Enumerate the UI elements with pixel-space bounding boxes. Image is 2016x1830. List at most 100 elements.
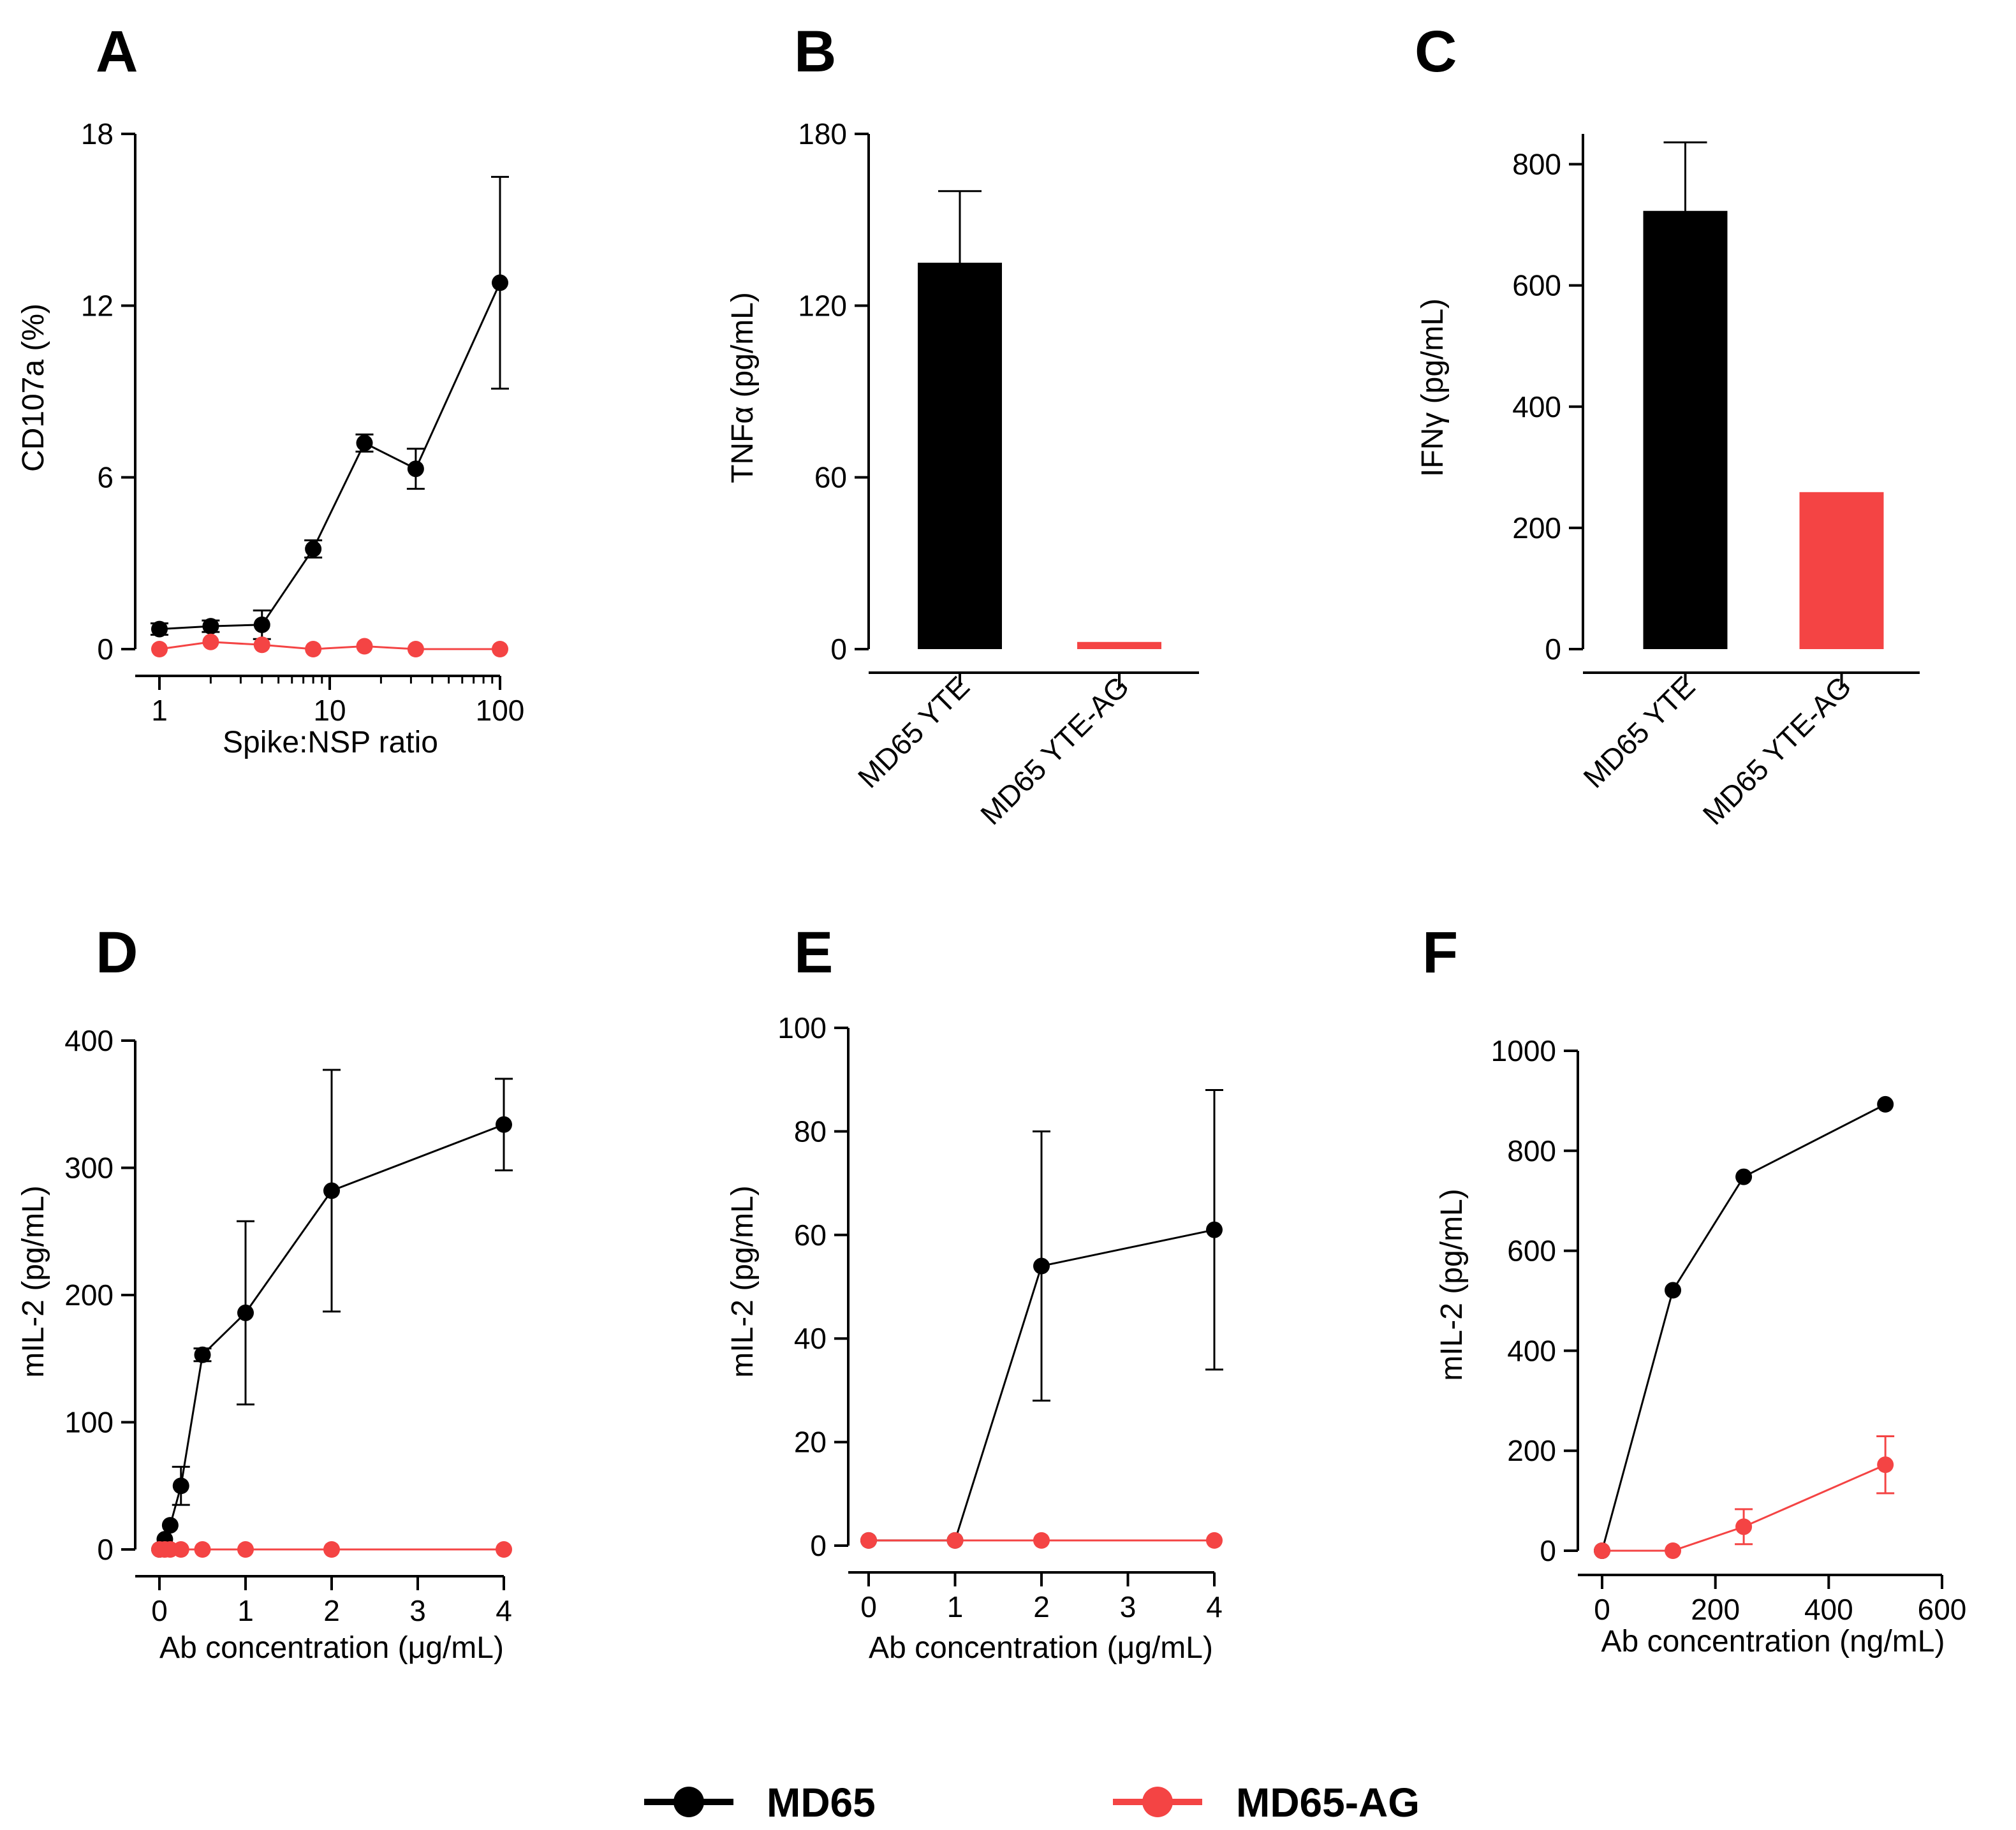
panel-D-xlabel: Ab concentration (μg/mL): [159, 1631, 504, 1665]
legend: MD65 MD65-AG: [644, 1780, 1420, 1826]
panel-B-ylabel: TNFα (pg/mL): [726, 292, 760, 483]
panel-C-ytick-label: 200: [1512, 511, 1561, 545]
panel-F-data-point: [1877, 1456, 1894, 1474]
panel-B-category-label: MD65 YTE-AG: [974, 670, 1135, 831]
panel-E-ytick-label: 100: [777, 1011, 827, 1044]
panel-F-xlabel: Ab concentration (ng/mL): [1601, 1625, 1945, 1658]
panel-E-xtick-label: 3: [1120, 1590, 1137, 1623]
panel-F: F 0 200 400 600 800 1000 0 200 400 600 Ab concent…: [1422, 920, 1966, 1658]
panel-A-data-point: [492, 641, 508, 657]
panel-D-ylabel: mIL-2 (pg/mL): [17, 1185, 50, 1377]
panel-D-ytick-label: 300: [64, 1152, 114, 1185]
panel-F-data-point: [1735, 1168, 1753, 1185]
panel-D-ytick-label: 0: [97, 1533, 114, 1566]
legend-marker-md65-ag: [1142, 1787, 1173, 1817]
panel-D-xtick-label: 4: [496, 1594, 512, 1627]
panel-D-xtick-label: 0: [151, 1594, 168, 1627]
panel-E-xtick-label: 1: [947, 1590, 964, 1623]
panel-A-series-line: [159, 282, 501, 631]
legend-item-md65: MD65: [644, 1780, 876, 1826]
panel-E-ytick-label: 80: [794, 1115, 827, 1148]
panel-C-category-label: MD65 YTE-AG: [1696, 670, 1857, 831]
panel-E-ytick-label: 0: [810, 1529, 827, 1562]
panel-C-letter: C: [1415, 19, 1457, 84]
panel-B-category-label: MD65 YTE: [851, 670, 976, 794]
panel-F-series-line: [1602, 1463, 1886, 1552]
panel-A-data-point: [407, 460, 424, 478]
panel-A-xtick-label: 10: [313, 694, 346, 727]
panel-D: D 0 100 200 300 400 0 1 2 3 4 Ab concentration (μ…: [17, 920, 513, 1665]
panel-A-ytick-label: 18: [81, 117, 114, 150]
panel-D-data-point: [323, 1541, 340, 1558]
panel-F-data-point: [1877, 1095, 1894, 1113]
panel-A-data-point: [356, 434, 373, 451]
panel-C-ytick-label: 800: [1512, 148, 1561, 181]
panel-C-ylabel: IFNγ (pg/mL): [1416, 298, 1450, 477]
panel-D-data-point: [172, 1541, 189, 1558]
panel-A-xtick-label: 1: [151, 694, 168, 727]
panel-E-data-point: [1206, 1221, 1223, 1238]
panel-E-ylabel: mIL-2 (pg/mL): [726, 1185, 760, 1377]
panel-A-data-point: [202, 633, 219, 650]
panel-A-data-point: [253, 616, 270, 633]
panel-D-data-point: [194, 1541, 211, 1558]
legend-item-md65-ag: MD65-AG: [1113, 1780, 1420, 1826]
panel-A-data-point: [253, 636, 270, 654]
panel-A-ytick-label: 0: [97, 633, 114, 666]
panel-B-ytick-label: 120: [798, 289, 847, 322]
panel-E-data-point: [1206, 1532, 1223, 1549]
panel-E-data-point: [1033, 1532, 1050, 1549]
panel-D-data-point: [161, 1517, 179, 1534]
panel-F-ytick-label: 200: [1507, 1434, 1556, 1467]
panel-C-ytick-label: 600: [1512, 269, 1561, 302]
panel-E-data-point: [946, 1532, 964, 1549]
panel-F-data-point: [1665, 1282, 1682, 1299]
panel-E-xtick-label: 2: [1033, 1590, 1050, 1623]
panel-F-ylabel: mIL-2 (pg/mL): [1435, 1189, 1469, 1380]
panel-A-data-point: [305, 540, 322, 557]
panel-E-xtick-label: 0: [860, 1590, 877, 1623]
panel-F-series-line: [1601, 1103, 1886, 1551]
panel-D-ytick-label: 200: [64, 1278, 114, 1312]
panel-B-ytick-label: 60: [814, 461, 847, 494]
panel-D-ytick-label: 400: [64, 1024, 114, 1057]
panel-E-xtick-label: 4: [1206, 1590, 1223, 1623]
panel-F-xtick-label: 400: [1804, 1593, 1853, 1626]
panel-A-letter: A: [96, 19, 138, 84]
panel-A-ylabel: CD107a (%): [17, 304, 50, 472]
panel-A-data-point: [151, 641, 168, 657]
panel-D-xtick-label: 3: [409, 1594, 426, 1627]
panel-D-data-point: [496, 1116, 512, 1133]
panel-B-ytick-label: 180: [798, 117, 847, 150]
panel-E-data-point: [1033, 1257, 1050, 1275]
panel-C-ytick-label: 400: [1512, 390, 1561, 423]
panel-C-bar: [1799, 492, 1884, 649]
panel-D-xtick-label: 1: [237, 1594, 254, 1627]
panel-A-data-point: [202, 618, 219, 635]
panel-F-data-point: [1665, 1542, 1682, 1559]
panel-F-ytick-label: 400: [1507, 1334, 1556, 1367]
panel-A-data-point: [492, 274, 508, 291]
panel-F-xtick-label: 200: [1691, 1593, 1740, 1626]
panel-F-xtick-label: 0: [1594, 1593, 1610, 1626]
panel-F-ytick-label: 800: [1507, 1134, 1556, 1168]
panel-F-letter: F: [1422, 920, 1458, 985]
panel-A-data-point: [356, 638, 373, 655]
panel-A-xtick-label: 100: [476, 694, 525, 727]
panel-F-ytick-label: 1000: [1491, 1034, 1556, 1067]
panel-B-bar: [918, 263, 1002, 649]
panel-A-data-point: [407, 641, 424, 657]
panel-A: A 0 6 12 18 1 10 100 Spike:NSP ratio CD107a (%…: [17, 19, 524, 759]
panel-F-ytick-label: 0: [1540, 1534, 1556, 1567]
panel-D-data-point: [194, 1346, 211, 1363]
panel-D-data-point: [237, 1541, 254, 1558]
panel-D-data-point: [237, 1304, 254, 1321]
panel-F-xtick-label: 600: [1918, 1593, 1967, 1626]
panel-F-data-point: [1594, 1542, 1610, 1559]
panel-B-ytick-label: 0: [830, 633, 847, 666]
panel-C-ytick-label: 0: [1545, 633, 1561, 666]
panel-E-xlabel: Ab concentration (μg/mL): [869, 1631, 1213, 1665]
